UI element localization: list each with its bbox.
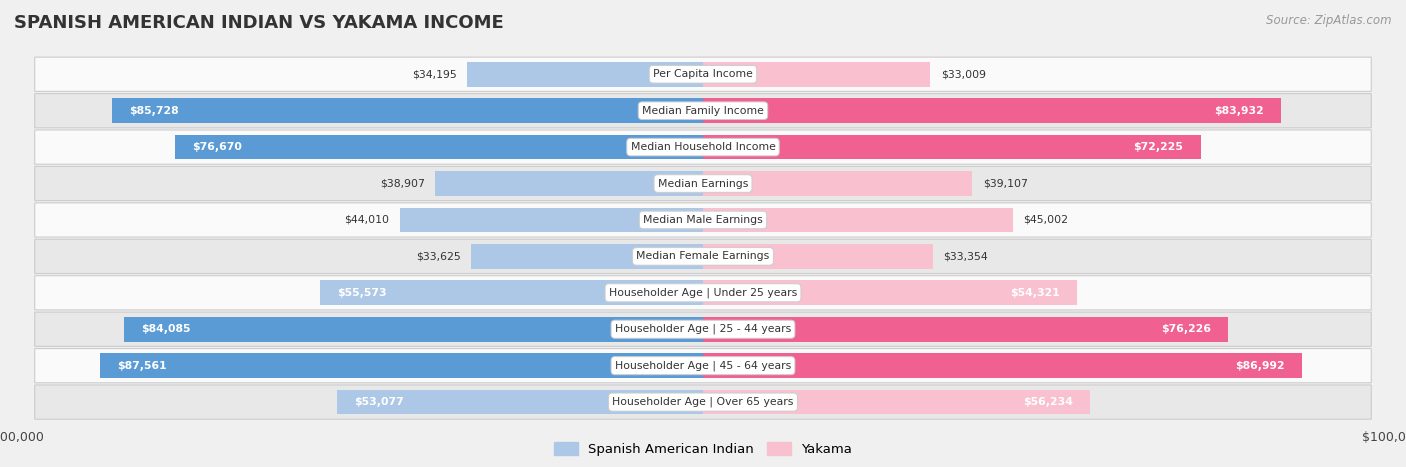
Text: $54,321: $54,321 — [1011, 288, 1060, 298]
Bar — [703, 62, 931, 87]
Bar — [703, 353, 1302, 378]
Text: SPANISH AMERICAN INDIAN VS YAKAMA INCOME: SPANISH AMERICAN INDIAN VS YAKAMA INCOME — [14, 14, 503, 32]
Text: $76,670: $76,670 — [193, 142, 242, 152]
Bar — [703, 171, 973, 196]
Text: $76,226: $76,226 — [1161, 324, 1211, 334]
Text: $56,234: $56,234 — [1024, 397, 1073, 407]
FancyBboxPatch shape — [35, 385, 1371, 419]
Bar — [434, 171, 703, 196]
Bar — [467, 62, 703, 87]
Text: $44,010: $44,010 — [344, 215, 389, 225]
Text: $55,573: $55,573 — [337, 288, 387, 298]
Text: $83,932: $83,932 — [1215, 106, 1264, 116]
Bar — [703, 389, 1091, 415]
Text: Householder Age | Under 25 years: Householder Age | Under 25 years — [609, 288, 797, 298]
Text: Median Family Income: Median Family Income — [643, 106, 763, 116]
Text: $72,225: $72,225 — [1133, 142, 1184, 152]
Text: Per Capita Income: Per Capita Income — [652, 69, 754, 79]
Text: $33,354: $33,354 — [943, 251, 988, 262]
Text: $87,561: $87,561 — [117, 361, 166, 371]
Bar — [100, 353, 703, 378]
FancyBboxPatch shape — [35, 312, 1371, 347]
Text: $45,002: $45,002 — [1024, 215, 1069, 225]
Bar — [112, 98, 703, 123]
Text: $39,107: $39,107 — [983, 178, 1028, 189]
Bar — [399, 207, 703, 233]
Text: Householder Age | 45 - 64 years: Householder Age | 45 - 64 years — [614, 361, 792, 371]
FancyBboxPatch shape — [35, 93, 1371, 128]
Text: Median Household Income: Median Household Income — [630, 142, 776, 152]
FancyBboxPatch shape — [35, 57, 1371, 92]
Bar — [703, 207, 1014, 233]
Bar — [321, 280, 703, 305]
FancyBboxPatch shape — [35, 239, 1371, 274]
Legend: Spanish American Indian, Yakama: Spanish American Indian, Yakama — [548, 436, 858, 461]
Bar — [471, 244, 703, 269]
Bar — [124, 317, 703, 342]
Text: Householder Age | Over 65 years: Householder Age | Over 65 years — [612, 397, 794, 407]
Bar — [703, 317, 1229, 342]
Text: Median Earnings: Median Earnings — [658, 178, 748, 189]
Bar — [174, 134, 703, 160]
Text: Source: ZipAtlas.com: Source: ZipAtlas.com — [1267, 14, 1392, 27]
FancyBboxPatch shape — [35, 276, 1371, 310]
Text: Householder Age | 25 - 44 years: Householder Age | 25 - 44 years — [614, 324, 792, 334]
Text: Median Male Earnings: Median Male Earnings — [643, 215, 763, 225]
Text: $34,195: $34,195 — [412, 69, 457, 79]
Text: $84,085: $84,085 — [141, 324, 190, 334]
Text: $33,625: $33,625 — [416, 251, 461, 262]
Bar — [703, 244, 932, 269]
Bar — [703, 98, 1281, 123]
FancyBboxPatch shape — [35, 348, 1371, 383]
Bar — [337, 389, 703, 415]
Bar — [703, 280, 1077, 305]
Text: $38,907: $38,907 — [380, 178, 425, 189]
FancyBboxPatch shape — [35, 203, 1371, 237]
FancyBboxPatch shape — [35, 166, 1371, 201]
FancyBboxPatch shape — [35, 130, 1371, 164]
Text: Median Female Earnings: Median Female Earnings — [637, 251, 769, 262]
Text: $33,009: $33,009 — [941, 69, 986, 79]
Text: $53,077: $53,077 — [354, 397, 405, 407]
Bar — [703, 134, 1201, 160]
Text: $86,992: $86,992 — [1236, 361, 1285, 371]
Text: $85,728: $85,728 — [129, 106, 179, 116]
